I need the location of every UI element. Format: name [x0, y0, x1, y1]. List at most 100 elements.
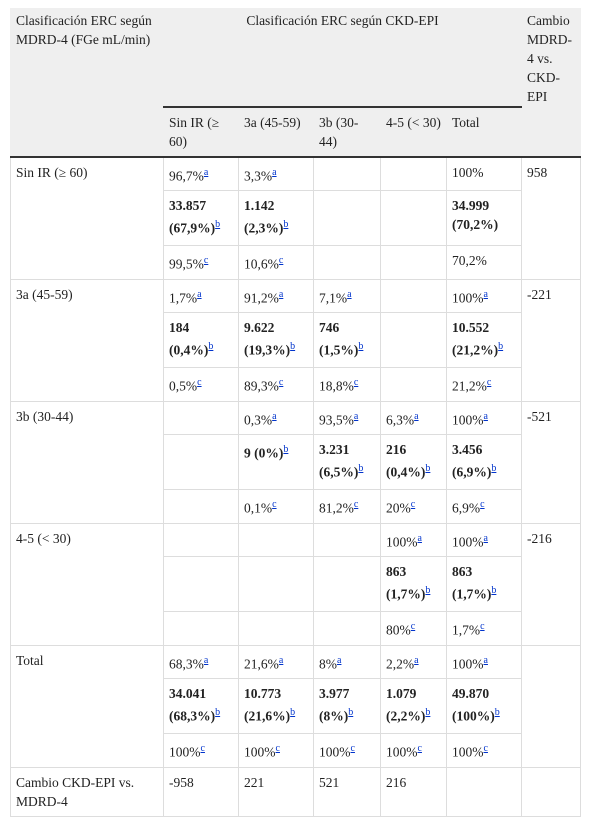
footnote-link[interactable]: a [278, 654, 284, 666]
footnote-ref: c [279, 254, 283, 266]
footnote-link[interactable]: b [208, 341, 214, 352]
table-cell: 184 (0,4%)b [163, 312, 239, 368]
footnote-link[interactable]: a [197, 288, 202, 300]
table-cell: 3.231 (6,5%)b [313, 434, 381, 490]
footnote-link[interactable]: c [486, 377, 492, 388]
footnote-link[interactable]: b [425, 707, 431, 718]
footnote-link[interactable]: a [272, 166, 277, 178]
footnote-ref: a [204, 166, 208, 178]
footnote-link[interactable]: b [425, 585, 431, 596]
footnote-link[interactable]: c [278, 255, 284, 266]
table-cell: 10.552 (21,2%)b [446, 312, 522, 368]
row-label: 3a (45-59) [10, 278, 164, 402]
cell-text: 863 (1,7%) [452, 564, 492, 602]
footnote-link[interactable]: b [358, 463, 364, 474]
table-row: 3b (30-44) 0,3%a 93,5%a 6,3%a 100%a -521 [10, 400, 581, 524]
footnote-link[interactable]: a [278, 288, 284, 300]
footnote-link[interactable]: c [417, 743, 422, 754]
footnote-ref: c [480, 498, 484, 510]
footnote-ref: a [484, 410, 488, 422]
table-cell [380, 367, 447, 402]
footnote-link[interactable]: c [480, 621, 485, 632]
cell-text: 100% [452, 412, 484, 427]
footnote-link[interactable]: c [410, 499, 416, 510]
footnote-ref: c [201, 742, 205, 754]
table-cell: 34.041 (68,3%)b [163, 678, 239, 734]
footnote-link[interactable]: b [358, 341, 364, 352]
cell-text: 6,3% [386, 412, 415, 427]
footnote-link[interactable]: a [483, 532, 488, 544]
table-row: Total 68,3%a 21,6%a 8%a 2,2%a 100%a [10, 644, 581, 768]
footnote-link[interactable]: c [278, 377, 284, 388]
table-cell [313, 190, 381, 246]
table-cell: 10.773 (21,6%)b [238, 678, 314, 734]
cell-text: 80% [386, 622, 411, 638]
footnote-ref: c [276, 742, 280, 754]
footnote-ref: c [418, 742, 422, 754]
footnote-link[interactable]: a [347, 288, 352, 300]
footnote-link[interactable]: b [491, 463, 497, 474]
footnote-link[interactable]: a [414, 410, 419, 422]
footnote-ref: b [358, 340, 363, 352]
table-row: 0,1%c 81,2%c 20%c 6,9%c [11, 489, 581, 524]
table-cell [163, 611, 239, 646]
footnote-link[interactable]: c [353, 499, 359, 510]
page: Clasificación ERC según MDRD-4 (FGe mL/m… [10, 8, 581, 817]
footnote-link[interactable]: b [215, 707, 221, 718]
header-row: Clasificación ERC según MDRD-4 (FGe mL/m… [10, 8, 581, 157]
footnote-ref: b [491, 584, 496, 596]
footnote-link[interactable]: a [483, 410, 488, 422]
footnote-ref: b [215, 706, 220, 718]
footnote-link[interactable]: a [353, 410, 359, 422]
footnote-link[interactable]: b [491, 585, 497, 596]
footnote-link[interactable]: a [417, 532, 422, 544]
cell-text: 100% [452, 164, 484, 180]
footnote-link[interactable]: c [275, 743, 280, 754]
footnote-ref: b [283, 443, 288, 455]
table-cell [380, 312, 447, 368]
footnote-link[interactable]: c [350, 743, 355, 754]
table-cell: 8%a [313, 644, 381, 679]
footnote-link[interactable]: b [425, 463, 431, 474]
footnote-link[interactable]: a [483, 654, 488, 666]
footnote-link[interactable]: c [480, 499, 485, 510]
footnote-link[interactable]: c [203, 255, 209, 266]
table-cell [313, 611, 381, 646]
table-cell [238, 522, 314, 557]
footnote-link[interactable]: b [290, 341, 296, 352]
footnote-link[interactable]: b [215, 219, 221, 230]
footnote-link[interactable]: c [197, 377, 202, 388]
footnote-link[interactable]: b [283, 219, 289, 230]
footnote-link[interactable]: a [272, 410, 277, 422]
footnote-link[interactable]: c [353, 377, 359, 388]
table-cell: 89,3%c [238, 367, 314, 402]
footnote-ref: b [498, 340, 503, 352]
cell-text: 96,7% [169, 168, 204, 183]
cell-text: 216 (0,4%) [386, 442, 426, 480]
change-header: Cambio MDRD-4 vs. CKD-EPI [521, 8, 581, 157]
footnote-link[interactable]: a [483, 288, 488, 300]
cell-text: 91,2% [244, 290, 279, 305]
footnote-link[interactable]: a [203, 654, 209, 666]
table-row: Cambio CKD-EPI vs. MDRD-4 -958 221 521 216 [10, 766, 581, 817]
cell-text: 1,7% [169, 290, 198, 305]
footnote-link[interactable]: b [290, 707, 296, 718]
footnote-link[interactable]: c [410, 621, 416, 632]
cell-text: 100% [169, 744, 201, 760]
footnote-link[interactable]: b [494, 707, 500, 718]
table-cell [380, 245, 447, 280]
cell-text: 81,2% [319, 500, 354, 516]
footnote-link[interactable]: b [498, 341, 504, 352]
footnote-link[interactable]: a [203, 166, 209, 178]
footnote-link[interactable]: a [414, 654, 419, 666]
table-cell: 1.142 (2,3%)b [238, 190, 314, 246]
footnote-link[interactable]: c [483, 743, 488, 754]
footnote-link[interactable]: b [348, 707, 354, 718]
footnote-link[interactable]: c [272, 499, 277, 510]
footnote-ref: c [411, 620, 415, 632]
footnote-link[interactable]: b [283, 444, 289, 455]
footnote-link[interactable]: c [200, 743, 205, 754]
footnote-link[interactable]: a [337, 654, 342, 666]
footnote-ref: a [414, 410, 418, 422]
cell-text: 70,2% [452, 253, 487, 268]
